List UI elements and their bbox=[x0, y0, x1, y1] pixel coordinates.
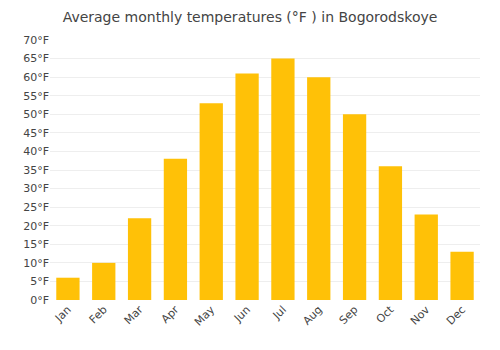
svg-text:Average monthly temperatures (: Average monthly temperatures (°F ) in Bo… bbox=[63, 9, 438, 25]
svg-text:65°F: 65°F bbox=[23, 52, 49, 65]
svg-text:0°F: 0°F bbox=[30, 294, 49, 307]
svg-text:Aug: Aug bbox=[300, 303, 324, 327]
svg-text:May: May bbox=[192, 303, 218, 329]
svg-text:20°F: 20°F bbox=[23, 220, 49, 233]
svg-text:50°F: 50°F bbox=[23, 108, 49, 121]
svg-text:Jul: Jul bbox=[270, 303, 289, 322]
svg-text:60°F: 60°F bbox=[23, 71, 49, 84]
svg-text:Apr: Apr bbox=[159, 303, 182, 326]
svg-text:30°F: 30°F bbox=[23, 182, 49, 195]
svg-text:35°F: 35°F bbox=[23, 164, 49, 177]
svg-text:Nov: Nov bbox=[408, 303, 433, 328]
svg-text:5°F: 5°F bbox=[30, 275, 49, 288]
svg-text:45°F: 45°F bbox=[23, 127, 49, 140]
svg-text:70°F: 70°F bbox=[23, 34, 49, 47]
svg-text:55°F: 55°F bbox=[23, 90, 49, 103]
svg-text:Feb: Feb bbox=[87, 303, 110, 326]
svg-text:Oct: Oct bbox=[374, 303, 397, 326]
svg-text:Jan: Jan bbox=[52, 303, 74, 325]
svg-text:Mar: Mar bbox=[122, 303, 146, 327]
svg-text:25°F: 25°F bbox=[23, 201, 49, 214]
svg-text:Dec: Dec bbox=[444, 303, 468, 327]
svg-text:Jun: Jun bbox=[231, 303, 253, 325]
svg-text:Sep: Sep bbox=[337, 303, 361, 327]
svg-text:40°F: 40°F bbox=[23, 145, 49, 158]
svg-text:10°F: 10°F bbox=[23, 257, 49, 270]
svg-text:15°F: 15°F bbox=[23, 238, 49, 251]
